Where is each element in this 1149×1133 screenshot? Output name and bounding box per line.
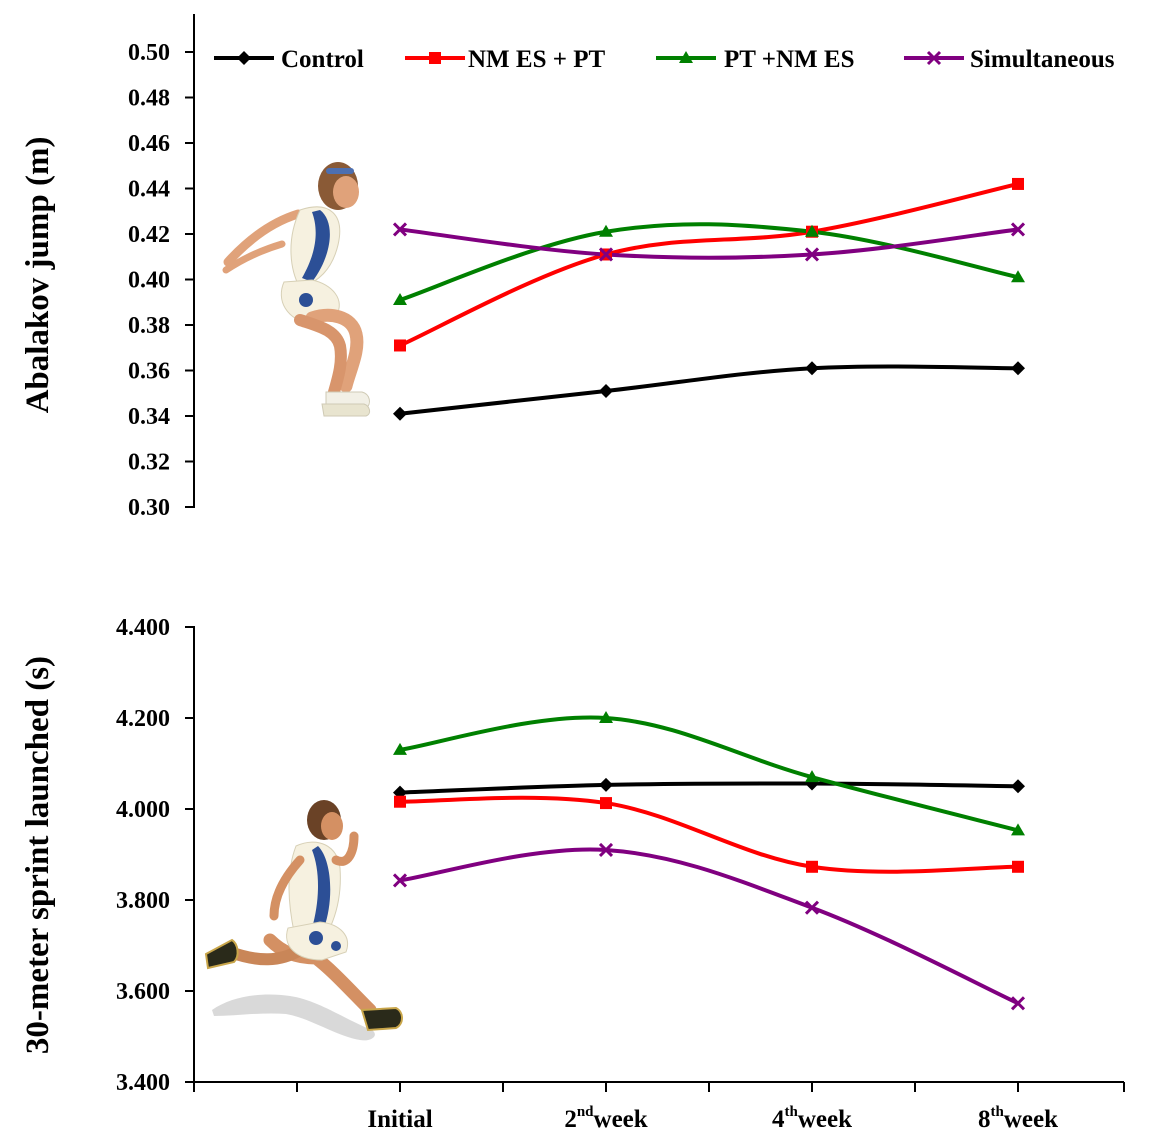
bottom-y-tick-label: 3.400 [116,1070,170,1096]
top-point-simultaneous [1010,222,1026,237]
bottom-line-nmes_pt [399,795,1019,874]
top-line-nmes_pt [399,182,1019,348]
bottom-y-axis-label: 30-meter sprint launched (s) [20,656,56,1054]
legend-item-simultaneous: Simultaneous [904,46,1115,73]
top-y-tick-label: 0.44 [128,177,170,203]
top-y-tick-label: 0.34 [128,404,170,430]
top-y-tick-label: 0.32 [128,450,170,476]
top-y-tick-label: 0.38 [128,313,170,339]
bottom-point-control [599,777,613,792]
bottom-series-lines [399,715,1019,1006]
legend-label-nmes-pt: NM ES + PT [468,46,605,73]
legend-label-control: Control [281,46,364,73]
top-point-nmes_pt [394,339,406,352]
top-point-pt_nmes [805,224,819,237]
bottom-y-tick-label: 4.200 [116,706,170,732]
top-point-pt_nmes [393,292,407,305]
x-tick-label: 4thweek [772,1104,852,1133]
top-point-control [1011,361,1025,376]
bottom-point-simultaneous [598,842,614,858]
bottom-point-nmes_pt [394,795,406,808]
legend-item-pt-nmes: PT +NM ES [656,46,854,73]
top-line-simultaneous [399,227,1019,260]
top-y-tick-label: 0.46 [128,131,170,157]
bottom-point-simultaneous [392,873,408,888]
top-point-nmes_pt [1012,177,1024,190]
top-point-pt_nmes [1011,270,1025,283]
bottom-point-pt_nmes [599,711,613,723]
top-point-control [805,361,819,376]
top-line-pt_nmes [399,222,1019,302]
x-tick-label: 2ndweek [564,1104,647,1133]
top-y-tick-label: 0.48 [128,86,170,112]
bottom-y-tick-label: 3.800 [116,888,170,914]
jumping-athlete-figure [222,162,371,417]
top-y-tick-label: 0.30 [128,495,170,521]
legend-item-nmes-pt: NM ES + PT [405,46,605,73]
bottom-point-control [1011,779,1025,794]
top-y-tick-label: 0.42 [128,222,170,248]
bottom-point-simultaneous [1010,996,1026,1011]
top-series-markers [392,177,1026,421]
top-y-tick-label: 0.36 [128,359,170,385]
bottom-x-ticks: Initial 2ndweek 4thweek 8thweek [193,1082,1125,1133]
x-tick-label: 8thweek [978,1104,1058,1133]
top-line-control [399,364,1019,416]
legend-label-pt-nmes: PT +NM ES [724,46,854,73]
bottom-line-pt_nmes [399,715,1019,833]
bottom-point-simultaneous [804,900,820,915]
top-point-simultaneous [598,247,614,262]
legend-label-simultaneous: Simultaneous [970,46,1115,73]
bottom-point-pt_nmes [1011,823,1025,836]
bottom-point-pt_nmes [393,742,407,755]
bottom-point-nmes_pt [1012,860,1024,873]
top-y-tick-label: 0.50 [128,40,170,66]
x-tick-label: Initial [367,1106,432,1133]
bottom-y-tick-label: 3.600 [116,979,170,1005]
top-y-axis-label: Abalakov jump (m) [20,137,56,414]
legend-item-control: Control [214,46,364,73]
top-point-control [393,406,407,421]
bottom-series-markers [392,711,1026,1011]
sprinting-athlete-figure [204,800,403,1041]
top-point-control [599,383,613,398]
bottom-point-nmes_pt [806,860,818,873]
bottom-y-ticks: 3.400 3.600 3.800 4.000 4.200 4.400 [116,615,194,1096]
bottom-point-pt_nmes [805,770,819,783]
top-y-ticks: 0.30 0.32 0.34 0.36 0.38 0.40 0.42 0.44 0.46 0.48… [128,40,194,521]
bottom-point-nmes_pt [600,797,612,810]
bottom-line-control [399,781,1019,795]
bottom-y-tick-label: 4.000 [116,797,170,823]
bottom-line-simultaneous [399,847,1019,1006]
top-point-simultaneous [392,222,408,237]
abalakov-jump-chart: Abalakov jump (m) 0.300.320.340.360.380.… [20,14,1115,521]
top-y-tick-label: 0.40 [128,268,170,294]
bottom-y-tick-label: 4.400 [116,615,170,641]
top-series-lines [399,182,1019,416]
top-point-simultaneous [804,247,820,262]
sprint-chart: 30-meter sprint launched (s) 3.4003.6003… [20,615,1125,1133]
legend: Control NM ES + PT PT +NM ES Simultaneou… [214,46,1115,73]
top-point-pt_nmes [599,224,613,237]
